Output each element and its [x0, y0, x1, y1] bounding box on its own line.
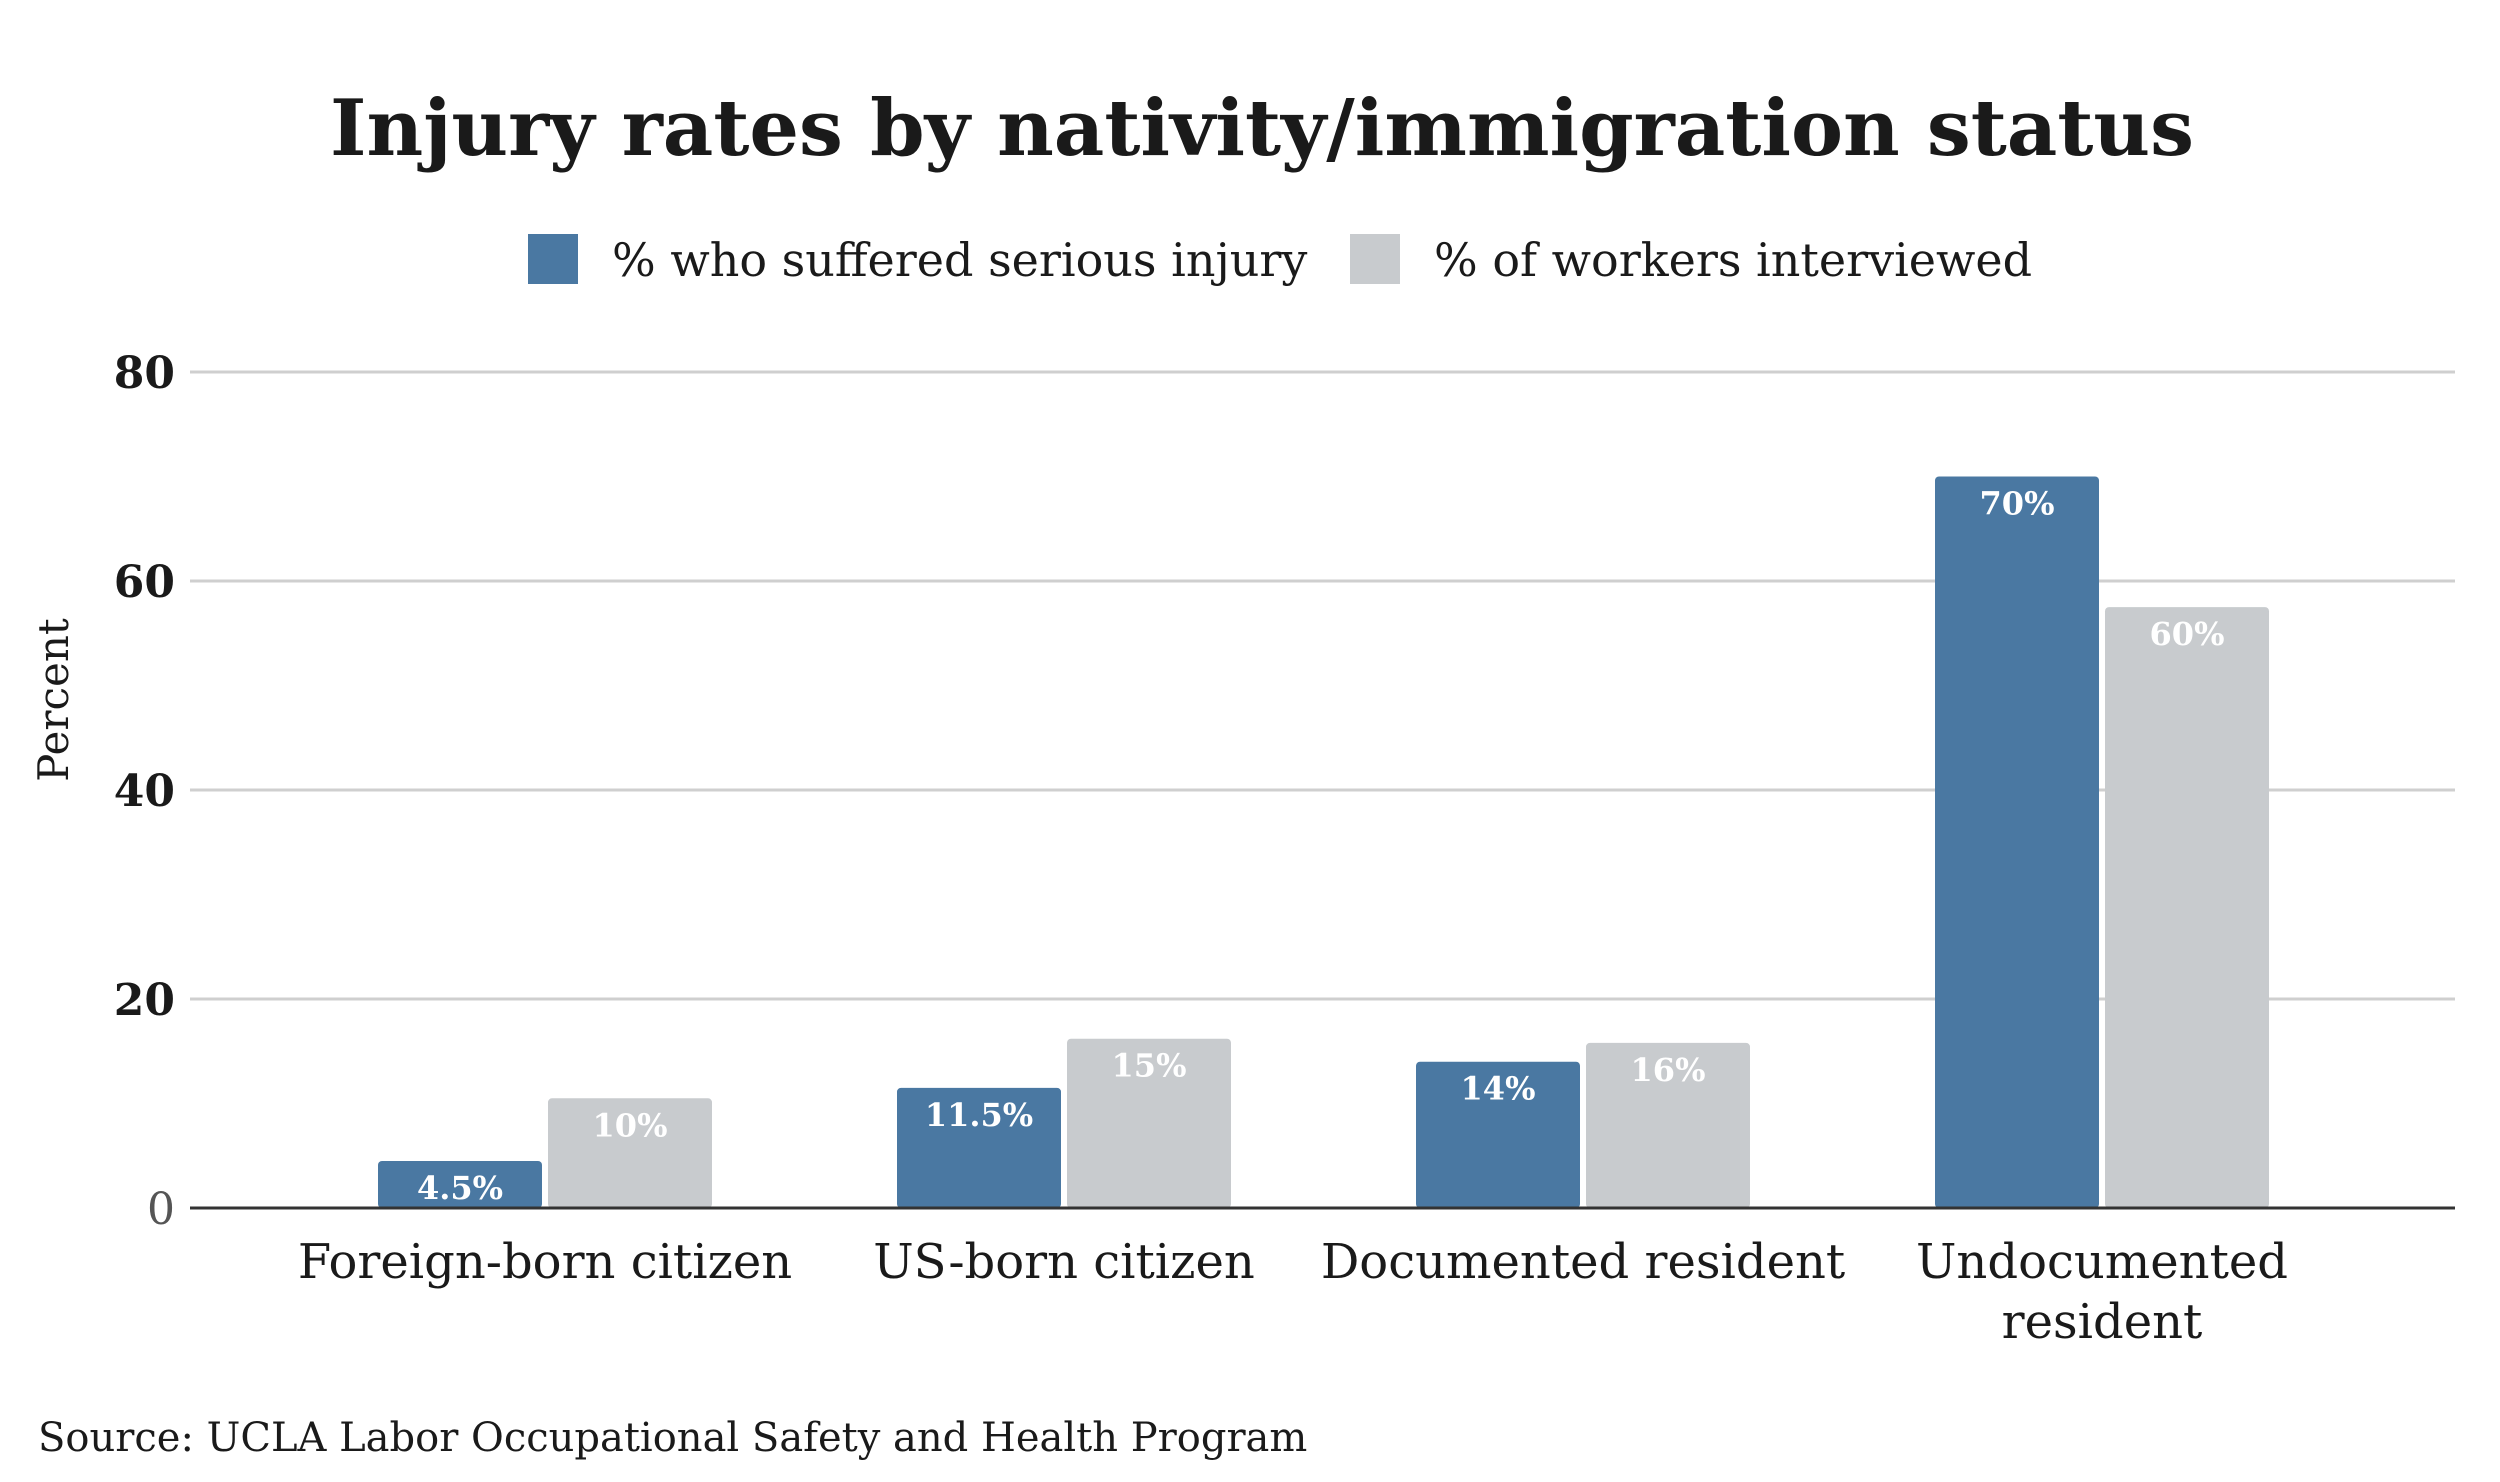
- y-tick-label-40: 40: [114, 766, 175, 817]
- bar-series1-cat2: [897, 1087, 1061, 1208]
- data-label-series2-cat1: 10%: [593, 1106, 668, 1144]
- x-axis-categories: Foreign-born citizen US-born citizen Docum…: [298, 1234, 2288, 1350]
- y-axis-ticks: 0 20 40 60 80: [114, 348, 175, 1235]
- category-label-1: Foreign-born citizen: [298, 1234, 792, 1290]
- legend-swatch-series1: [528, 234, 578, 284]
- category-label-4-line1: Undocumented: [1916, 1234, 2288, 1290]
- source-note: Source: UCLA Labor Occupational Safety a…: [38, 1415, 1307, 1461]
- bar-series1-cat3: [1416, 1061, 1580, 1208]
- bar-series2-cat4: [2105, 607, 2269, 1208]
- bar-series2-cat3: [1586, 1042, 1750, 1208]
- category-label-3: Documented resident: [1321, 1234, 1845, 1290]
- y-tick-label-20: 20: [114, 975, 175, 1026]
- chart-title: Injury rates by nativity/immigration sta…: [330, 83, 2194, 174]
- data-label-series2-cat4: 60%: [2150, 615, 2225, 653]
- bar-series2-cat2: [1067, 1038, 1231, 1208]
- y-axis-label: Percent: [29, 618, 78, 782]
- y-tick-label-60: 60: [114, 557, 175, 608]
- data-label-series1-cat1: 4.5%: [417, 1169, 503, 1207]
- data-label-series2-cat2: 15%: [1112, 1047, 1187, 1085]
- data-label-series2-cat3: 16%: [1631, 1051, 1706, 1089]
- bar-series1-cat1: [378, 1160, 542, 1208]
- y-tick-label-80: 80: [114, 348, 175, 399]
- legend: % who suffered serious injury % of worker…: [528, 233, 2032, 287]
- y-tick-label-0: 0: [147, 1184, 175, 1235]
- data-label-series1-cat2: 11.5%: [925, 1096, 1033, 1134]
- legend-label-series1: % who suffered serious injury: [612, 233, 1307, 287]
- bars: 4.5% 11.5% 14% 70% 10% 15% 16% 60%: [378, 476, 2269, 1208]
- legend-label-series2: % of workers interviewed: [1434, 233, 2032, 287]
- data-label-series1-cat3: 14%: [1461, 1070, 1536, 1108]
- bar-series2-cat1: [548, 1098, 712, 1208]
- category-label-2: US-born citizen: [873, 1234, 1255, 1290]
- bar-series1-cat4: [1935, 476, 2099, 1208]
- data-label-series1-cat4: 70%: [1980, 485, 2055, 523]
- category-label-4-line2: resident: [2002, 1294, 2203, 1350]
- legend-swatch-series2: [1350, 234, 1400, 284]
